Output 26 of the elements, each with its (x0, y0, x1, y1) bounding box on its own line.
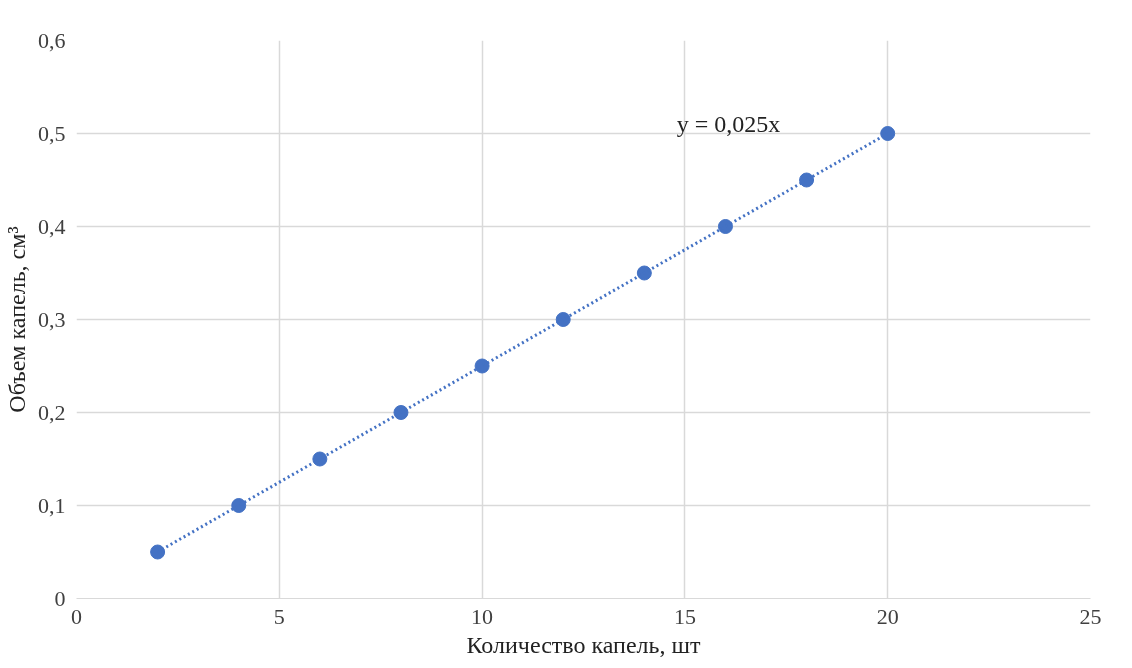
point (717, 219, 733, 234)
point (312, 451, 328, 467)
y-tick-label: 0,2 (38, 399, 66, 425)
y-axis-title: Объем капель, см³ (4, 226, 30, 413)
y-tick-label: 0,4 (38, 213, 66, 239)
x-tick-label: 20 (876, 603, 899, 629)
point (555, 312, 571, 327)
point (880, 126, 896, 141)
x-tick-label: 0 (71, 603, 82, 629)
x-axis-title: Количество капель, шт (466, 631, 701, 658)
point (474, 358, 490, 374)
x-tick-label: 5 (273, 603, 285, 629)
y-tick-label: 0,3 (38, 306, 66, 332)
x-tick-label: 25 (1079, 603, 1102, 629)
y-tick-label: 0,1 (38, 492, 66, 518)
point (636, 265, 652, 281)
point (231, 498, 247, 513)
point (799, 172, 815, 188)
point (150, 544, 166, 560)
y-tick-label: 0,5 (38, 120, 66, 146)
x-tick-label: 10 (471, 603, 494, 629)
annotation: y = 0,025x (676, 111, 781, 138)
point (393, 405, 409, 420)
y-tick-label: 0 (54, 585, 66, 611)
x-tick-label: 15 (673, 603, 696, 629)
y-tick-label: 0,6 (38, 27, 66, 53)
